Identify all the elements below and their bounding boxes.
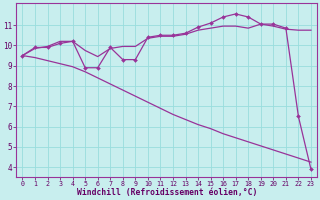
X-axis label: Windchill (Refroidissement éolien,°C): Windchill (Refroidissement éolien,°C) [76,188,257,197]
